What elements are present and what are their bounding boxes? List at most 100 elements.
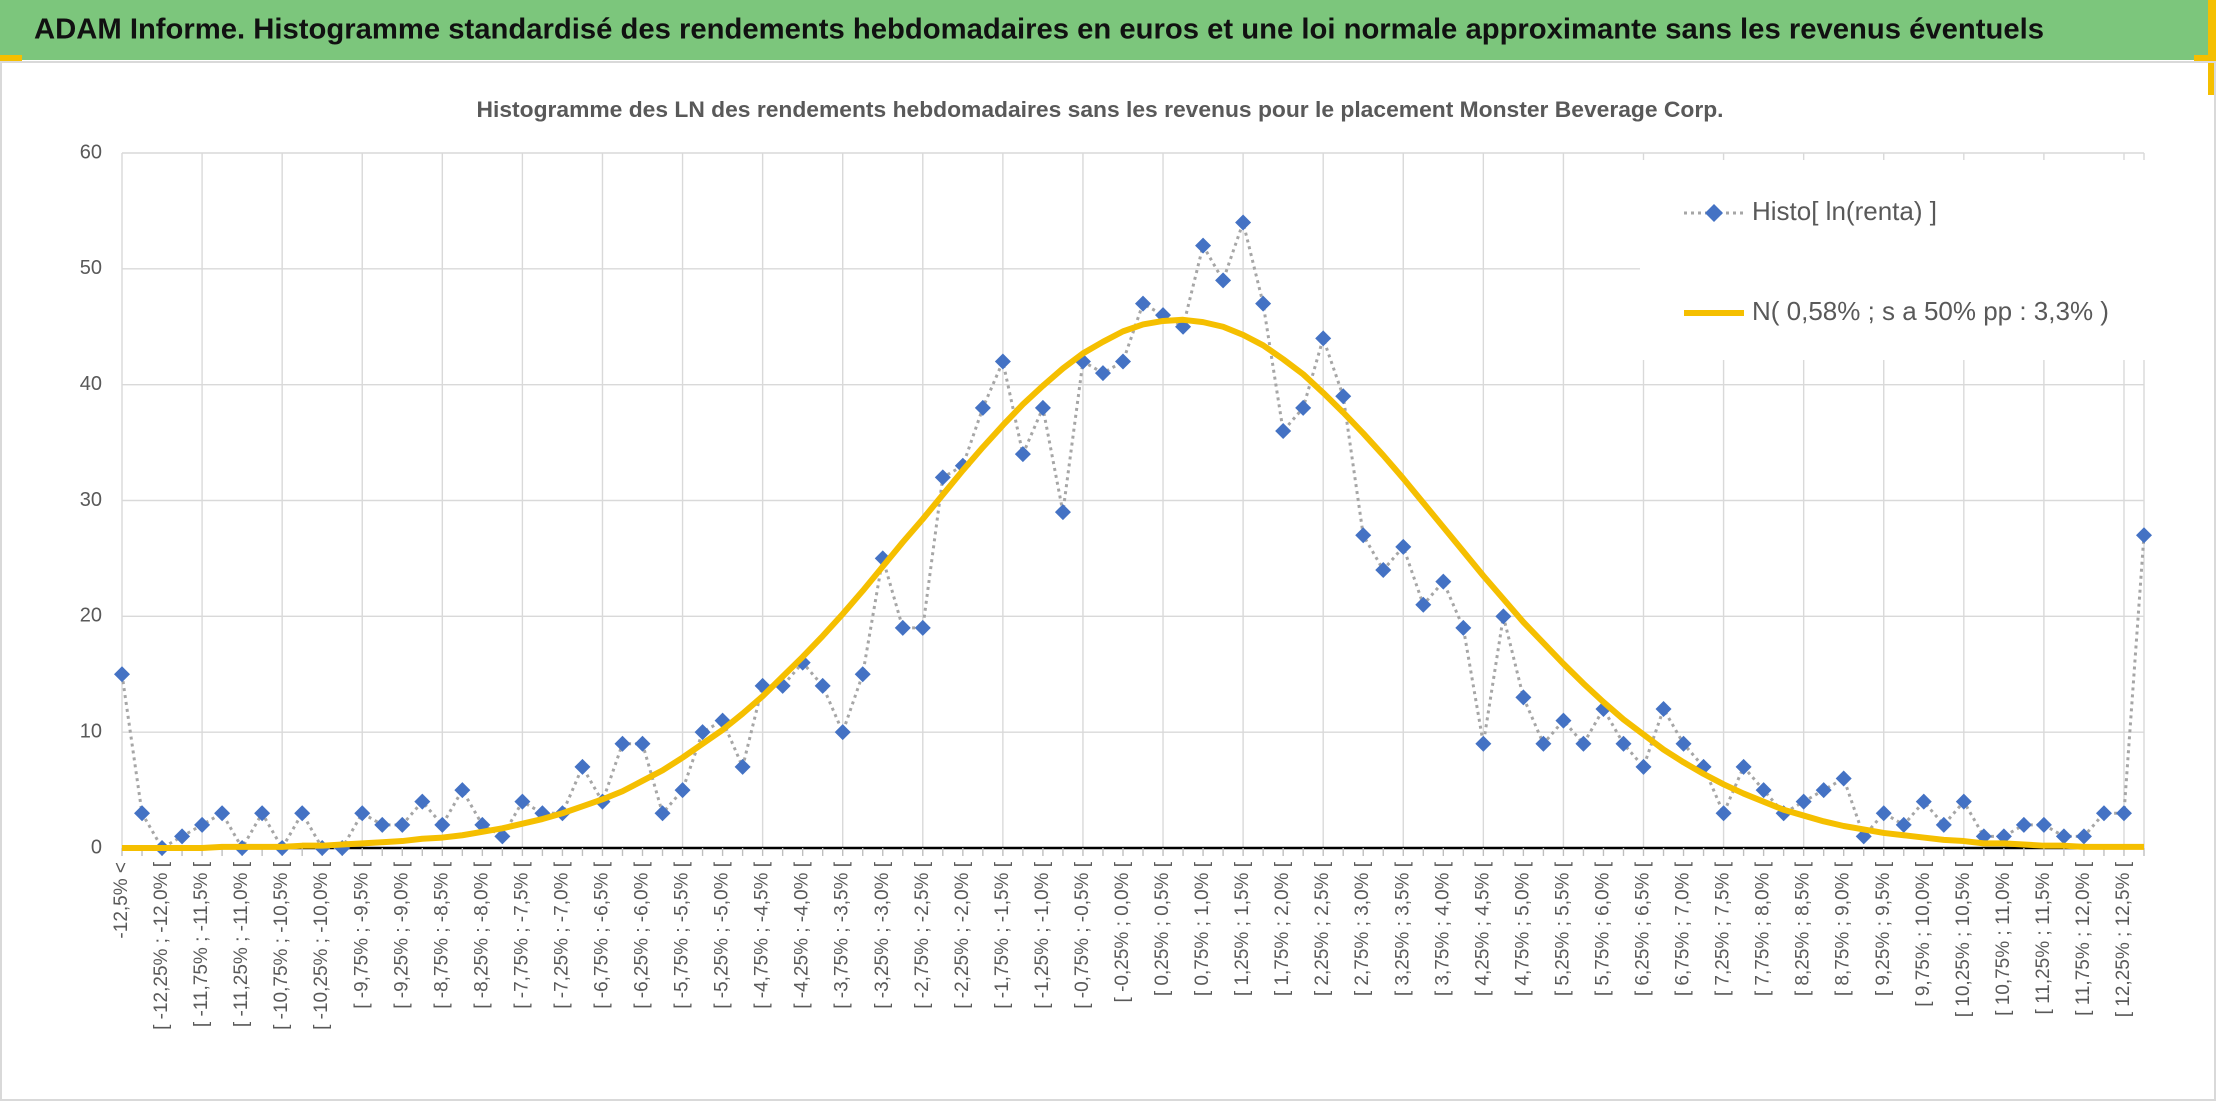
x-tick-label: [ 2,75% ; 3,0% [ (1352, 861, 1373, 996)
point (354, 805, 371, 822)
point (394, 816, 411, 833)
x-tick-label: [ 10,25% ; 10,5% [ (1953, 861, 1974, 1017)
point (194, 816, 211, 833)
point (1955, 793, 1972, 810)
point (454, 782, 471, 799)
point (174, 828, 191, 845)
x-tick-label: [ -10,25% ; -10,0% [ (311, 861, 332, 1030)
grid: 0 10 20 30 40 50 60 -12,5% < [ -12,25% ; -12,0% … (80, 141, 2145, 1030)
x-tick-label: [ -12,25% ; -12,0% [ (151, 861, 172, 1030)
x-tick-label: [ 5,75% ; 6,0% [ (1592, 861, 1613, 996)
x-tick-label: [ 7,25% ; 7,5% [ (1713, 861, 1734, 996)
x-tick-label: [ -2,75% ; -2,5% [ (912, 861, 933, 1009)
y-tick-label: 40 (80, 373, 102, 395)
point (1495, 608, 1512, 625)
point (734, 758, 751, 775)
legend-box (1640, 160, 2150, 360)
point (1135, 295, 1152, 312)
corner (2194, 55, 2216, 63)
plot (114, 214, 2152, 856)
point (2136, 527, 2152, 544)
point (294, 805, 311, 822)
point (374, 816, 391, 833)
point (2075, 828, 2092, 845)
point (1114, 353, 1131, 370)
x-tick-label: [ -9,25% ; -9,0% [ (391, 861, 412, 1009)
x-tick-label: [ -3,75% ; -3,5% [ (832, 861, 853, 1009)
point (494, 828, 511, 845)
x-tick-label: [ -8,75% ; -8,5% [ (431, 861, 452, 1009)
legend-marker (1705, 204, 1723, 222)
point (1355, 527, 1372, 544)
x-tick-label: [ 3,25% ; 3,5% [ (1392, 861, 1413, 996)
point (1315, 330, 1332, 347)
point (2115, 805, 2132, 822)
point (514, 793, 531, 810)
point (214, 805, 231, 822)
point (2095, 805, 2112, 822)
point (974, 399, 991, 416)
point (814, 677, 831, 694)
x-tick-label: [ 6,25% ; 6,5% [ (1633, 861, 1654, 996)
point (254, 805, 271, 822)
point (134, 805, 151, 822)
point (674, 782, 691, 799)
x-tick-label: [ 9,75% ; 10,0% [ (1913, 861, 1934, 1006)
x-tick-label: [ 11,25% ; 11,5% [ (2033, 861, 2054, 1014)
point (1014, 446, 1031, 463)
y-tick-label: 20 (80, 605, 102, 627)
point (1375, 562, 1392, 578)
point (2015, 816, 2032, 833)
point (1515, 689, 1532, 706)
y-tick-label: 10 (80, 720, 102, 742)
point (1635, 758, 1652, 775)
point (1034, 399, 1051, 416)
point (1335, 388, 1352, 405)
y-tick-label: 60 (80, 141, 102, 163)
point (1235, 214, 1252, 231)
x-tick-label: [ -10,75% ; -10,5% [ (271, 861, 292, 1030)
x-tick-label: [ 10,75% ; 11,0% [ (1993, 861, 2014, 1016)
x-tick-label: [ -0,25% ; 0,0% [ (1112, 861, 1133, 1002)
x-tick-label: [ 5,25% ; 5,5% [ (1552, 861, 1573, 996)
legend: Histo[ ln(renta) ] N( 0,58% ; s a 50% pp … (1640, 160, 2150, 360)
header-bar (0, 0, 2216, 60)
point (1094, 365, 1111, 382)
x-tick-label: [ -5,75% ; -5,5% [ (672, 861, 693, 1009)
chart-border (0, 61, 2216, 1101)
point (1395, 538, 1412, 555)
point (934, 469, 951, 486)
x-tick-label: [ -4,25% ; -4,0% [ (792, 861, 813, 1009)
x-tick-label: [ -0,75% ; -0,5% [ (1072, 861, 1093, 1009)
x-tick-label: [ 7,75% ; 8,0% [ (1753, 861, 1774, 996)
point (1475, 735, 1492, 752)
series-line (120, 221, 2146, 850)
corner (0, 55, 22, 63)
point (1835, 770, 1852, 787)
point (1895, 816, 1912, 833)
x-tick-label: [ -11,25% ; -11,0% [ (231, 861, 252, 1027)
x-tick-label: [ -6,75% ; -6,5% [ (591, 861, 612, 1009)
point (1935, 816, 1952, 833)
point (1735, 758, 1752, 775)
point (1715, 805, 1732, 822)
point (1655, 701, 1672, 717)
point (1795, 793, 1812, 810)
x-tick-label: [ 12,25% ; 12,5% [ (2113, 861, 2134, 1017)
point (1915, 793, 1932, 810)
x-tick-label: [ -3,25% ; -3,0% [ (872, 861, 893, 1009)
x-tick-label: [ -11,75% ; -11,5% [ (191, 861, 212, 1027)
series-line (122, 316, 2144, 851)
point (994, 353, 1011, 370)
x-tick-label: [ 4,25% ; 4,5% [ (1472, 861, 1493, 996)
x-tick-label: [ 8,25% ; 8,5% [ (1793, 861, 1814, 996)
point (1054, 504, 1071, 521)
x-tick-label: [ -9,75% ; -9,5% [ (351, 861, 372, 1009)
point (1615, 735, 1632, 752)
x-tick-label: [ -8,25% ; -8,0% [ (471, 861, 492, 1009)
point (434, 816, 451, 833)
x-tick-label: -12,5% < (111, 862, 132, 939)
x-tick-label: [ 8,75% ; 9,0% [ (1833, 861, 1854, 996)
point (1675, 735, 1692, 752)
